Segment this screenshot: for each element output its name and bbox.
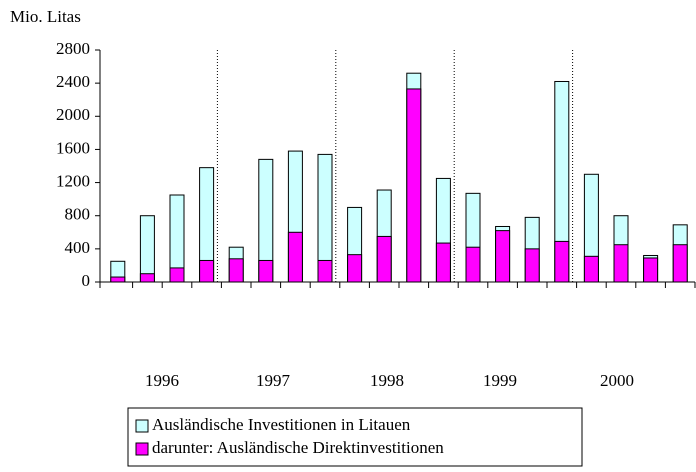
bar [672,244,688,283]
bar [287,231,303,283]
bar [435,242,451,283]
year-label: 2000 [600,371,634,390]
y-tick-label: 0 [82,271,91,290]
bar [110,276,126,283]
bar [317,259,333,283]
y-tick-label: 1200 [56,171,90,190]
legend-swatch [135,419,149,433]
year-label: 1998 [370,371,404,390]
bar [347,254,363,283]
bar [613,244,629,283]
bar [169,267,185,283]
legend-label: Ausländische Investitionen in Litauen [152,415,411,434]
bar [465,246,481,283]
legend-box [127,407,583,467]
bar [406,88,422,283]
year-label: 1997 [256,371,291,390]
bar [643,257,659,283]
y-tick-label: 2800 [56,39,90,58]
y-tick-label: 400 [65,238,91,257]
y-tick-label: 2400 [56,72,90,91]
bar [376,235,392,283]
bar [139,215,155,283]
bar [524,248,540,283]
bar [258,259,274,283]
year-label: 1999 [483,371,517,390]
bar [228,258,244,283]
bar [583,255,599,283]
bar [199,259,215,283]
bar [139,273,155,283]
legend-swatch [135,442,149,456]
y-tick-label: 800 [65,205,91,224]
y-tick-label: 1600 [56,138,90,157]
y-tick-label: 2000 [56,105,90,124]
legend-label: darunter: Ausländische Direktinvestition… [152,438,444,457]
y-axis-label: Mio. Litas [10,7,81,26]
bar [495,230,511,283]
year-label: 1996 [145,371,179,390]
bar [554,240,570,283]
